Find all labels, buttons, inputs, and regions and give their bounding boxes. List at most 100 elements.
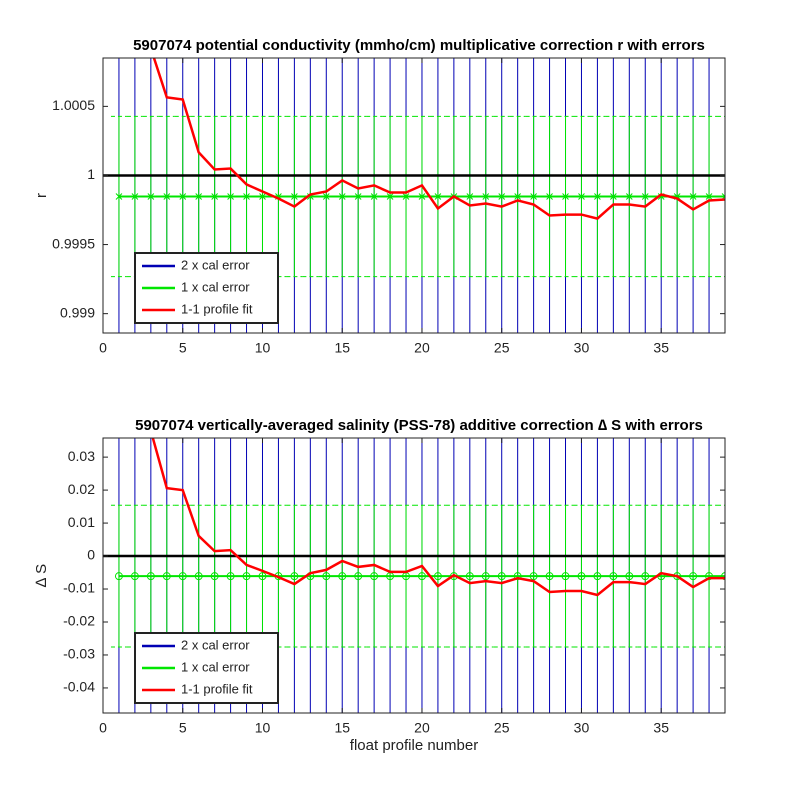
x-tick-label: 20: [414, 340, 430, 356]
marker: [370, 572, 379, 581]
marker: [689, 572, 698, 581]
marker: [689, 193, 697, 200]
x-tick-label: 0: [99, 720, 107, 736]
marker: [402, 193, 410, 200]
marker: [194, 572, 203, 581]
marker: [625, 572, 634, 581]
marker: [338, 193, 346, 200]
y-axis-label: ∆ S: [33, 564, 50, 587]
y-tick-label: -0.04: [63, 679, 95, 695]
subplot: 0 5 10 15 20 25 30 35 0.999 0.9995 1 1.0005 5907074 …: [33, 37, 726, 356]
axes-box: [102, 437, 726, 714]
legend: 2 x cal error 1 x cal error 1-1 profile fi…: [134, 632, 279, 704]
marker: [226, 572, 235, 581]
chart-title: 5907074 potential conductivity (mmho/cm)…: [133, 37, 705, 54]
y-tick-label: -0.03: [63, 646, 95, 662]
marker: [514, 193, 522, 200]
x-tick-label: 35: [653, 340, 669, 356]
marker: [354, 572, 363, 581]
legend-label: 2 x cal error: [181, 257, 250, 272]
x-tick-label: 15: [334, 720, 350, 736]
x-tick-label: 0: [99, 340, 107, 356]
marker: [513, 572, 522, 581]
x-tick-label: 20: [414, 720, 430, 736]
marker: [721, 572, 725, 581]
marker: [466, 193, 474, 200]
marker: [178, 572, 187, 581]
marker: [529, 572, 538, 581]
marker: [594, 193, 601, 200]
marker: [561, 572, 570, 581]
marker: [291, 193, 298, 200]
marker: [211, 193, 218, 200]
marker: [322, 193, 330, 200]
y-tick-label: 1: [87, 166, 95, 182]
marker: [259, 193, 266, 200]
marker: [481, 572, 490, 581]
marker: [114, 572, 123, 581]
marker: [258, 572, 267, 581]
marker: [322, 572, 331, 581]
marker: [210, 572, 219, 581]
marker: [545, 572, 554, 581]
marker: [530, 193, 537, 200]
marker: [386, 193, 394, 200]
marker: [433, 572, 442, 581]
axes-box: [102, 57, 726, 334]
marker: [162, 572, 171, 581]
marker: [546, 193, 553, 200]
subplot: 0 5 10 15 20 25 30 35 -0.04 -0.03 -0.02 -0.01 0 0.01 0…: [33, 417, 726, 754]
marker: [131, 193, 139, 200]
y-tick-label: 0.03: [68, 448, 95, 464]
marker: [497, 572, 506, 581]
marker: [370, 193, 378, 200]
marker: [434, 193, 442, 200]
fit-line: [152, 58, 725, 220]
marker: [705, 572, 714, 581]
marker: [641, 193, 649, 200]
marker: [227, 193, 234, 200]
legend-label: 1-1 profile fit: [181, 301, 253, 316]
marker: [465, 572, 474, 581]
marker: [130, 572, 139, 581]
marker: [147, 193, 155, 200]
legend: 2 x cal error 1 x cal error 1-1 profile fi…: [134, 252, 279, 324]
x-tick-label: 15: [334, 340, 350, 356]
y-tick-label: 0.9995: [52, 235, 95, 251]
marker: [195, 193, 203, 200]
chart-title: 5907074 vertically-averaged salinity (PS…: [135, 417, 703, 434]
y-tick-label: 0.01: [68, 514, 95, 530]
marker: [338, 572, 347, 581]
x-axis-label: float profile number: [350, 737, 478, 754]
y-tick-label: 0.999: [60, 304, 95, 320]
y-tick-label: 0.02: [68, 481, 95, 497]
x-tick-label: 10: [255, 340, 271, 356]
marker: [243, 193, 250, 200]
marker: [609, 572, 618, 581]
fit-line: [151, 438, 725, 597]
x-tick-label: 5: [179, 720, 187, 736]
y-tick-label: -0.02: [63, 613, 95, 629]
marker: [562, 193, 569, 200]
x-tick-label: 10: [255, 720, 271, 736]
y-axis-label: r: [33, 193, 50, 198]
marker: [146, 572, 155, 581]
legend-label: 1 x cal error: [181, 659, 250, 674]
marker: [577, 572, 586, 581]
y-tick-label: 1.0005: [52, 97, 95, 113]
x-tick-label: 30: [574, 720, 590, 736]
marker: [417, 572, 426, 581]
x-tick-label: 5: [179, 340, 187, 356]
marker: [641, 572, 650, 581]
legend-label: 1 x cal error: [181, 279, 250, 294]
legend-label: 1-1 profile fit: [181, 681, 253, 696]
marker: [498, 193, 506, 200]
marker: [705, 193, 713, 200]
marker: [418, 193, 426, 200]
marker: [593, 572, 602, 581]
marker: [578, 193, 585, 200]
x-tick-label: 25: [494, 720, 510, 736]
x-tick-label: 35: [653, 720, 669, 736]
